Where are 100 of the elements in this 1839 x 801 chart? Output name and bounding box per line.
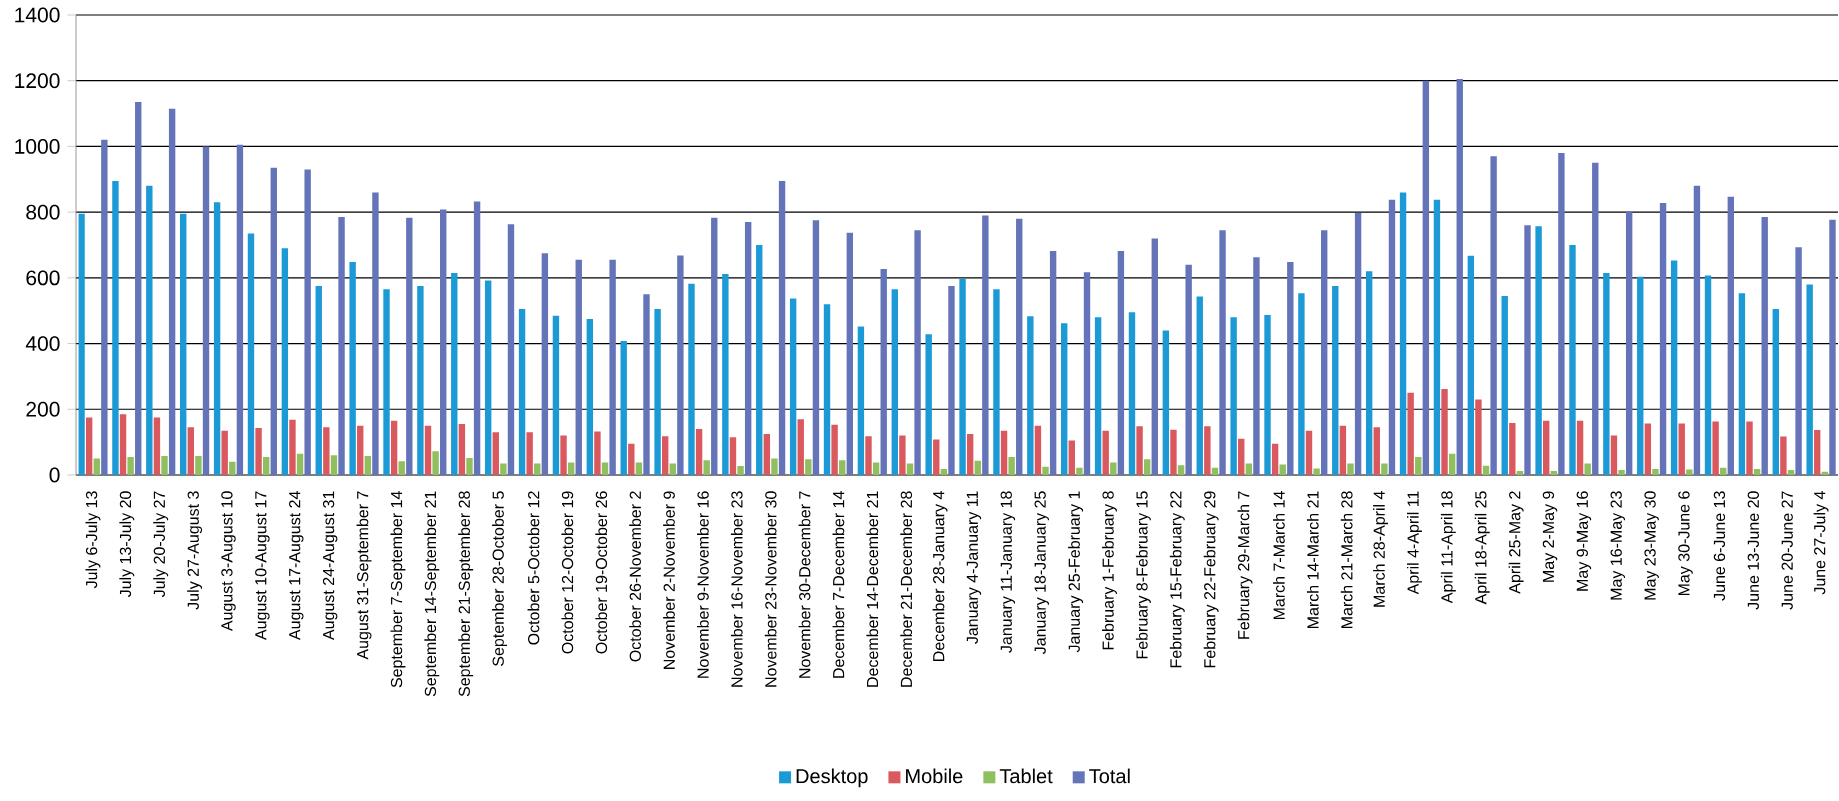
x-tick-label: January 18-January 25 xyxy=(1034,491,1049,654)
bar xyxy=(1128,312,1136,475)
bar xyxy=(1000,430,1008,475)
bar xyxy=(1365,271,1373,475)
x-tick-label: April 18-April 25 xyxy=(1474,491,1490,605)
bar xyxy=(168,108,176,475)
y-tick-label: 0 xyxy=(49,467,60,483)
x-tick-label: November 16-November 23 xyxy=(730,491,743,687)
x-tick-label: April 25-May 2 xyxy=(1508,491,1524,594)
bar xyxy=(1238,438,1245,475)
bar xyxy=(1652,469,1659,475)
x-tick-label: December 7-December 14 xyxy=(832,491,845,678)
bar xyxy=(688,283,695,475)
bar xyxy=(1610,435,1618,475)
bar xyxy=(1704,275,1712,475)
bar xyxy=(1738,293,1746,475)
bar xyxy=(1814,429,1821,475)
bar xyxy=(872,462,880,475)
legend-label: Desktop xyxy=(796,768,868,788)
bar xyxy=(390,420,398,475)
bar xyxy=(1746,421,1753,475)
x-tick-label: April 4-April 11 xyxy=(1406,491,1422,595)
y-tick-label: 200 xyxy=(26,401,60,417)
x-tick-label: May 2-May 9 xyxy=(1542,491,1558,582)
bar xyxy=(1618,470,1625,475)
bar xyxy=(1027,316,1034,475)
bar xyxy=(1245,463,1253,475)
bar xyxy=(213,202,221,475)
bar xyxy=(560,435,567,475)
bar xyxy=(78,213,85,475)
x-tick-label: June 6-June 13 xyxy=(1713,491,1726,601)
bar xyxy=(466,457,473,475)
bar xyxy=(1753,469,1761,475)
bar xyxy=(85,417,93,475)
bar xyxy=(484,280,492,475)
bar xyxy=(372,192,379,475)
bar xyxy=(1535,226,1542,475)
bar xyxy=(1279,464,1286,475)
x-tick-label: June 20-June 27 xyxy=(1781,491,1793,610)
bar xyxy=(1016,218,1023,475)
bar xyxy=(1196,296,1203,475)
bar xyxy=(1644,423,1652,475)
bar xyxy=(1678,423,1685,475)
bar xyxy=(153,417,161,475)
bar xyxy=(1305,430,1313,475)
bar xyxy=(812,220,820,475)
bar xyxy=(1475,399,1482,475)
bar xyxy=(349,262,356,475)
bar xyxy=(1456,79,1463,475)
bar xyxy=(1625,211,1633,475)
bar xyxy=(1061,323,1068,475)
bar xyxy=(1373,427,1380,475)
bar xyxy=(1332,286,1339,475)
bar xyxy=(1467,255,1475,475)
bar xyxy=(1787,470,1795,475)
bar xyxy=(586,318,594,475)
bar xyxy=(729,437,737,475)
x-tick-label: June 13-June 20 xyxy=(1747,491,1759,610)
legend-label: Total xyxy=(1089,768,1130,784)
bar xyxy=(357,425,364,475)
bar xyxy=(330,455,338,475)
x-tick-label: May 16-May 23 xyxy=(1610,491,1626,600)
bar xyxy=(255,428,262,475)
bar xyxy=(1151,238,1158,475)
y-tick-label: 600 xyxy=(26,270,60,286)
bar xyxy=(805,459,812,475)
x-tick-label: May 9-May 16 xyxy=(1576,491,1592,591)
x-tick-label: February 8-February 15 xyxy=(1135,491,1151,659)
bar xyxy=(899,435,906,475)
bar xyxy=(1727,196,1735,475)
bar xyxy=(1219,230,1226,475)
bar xyxy=(289,419,296,475)
bar xyxy=(906,463,914,475)
bar xyxy=(1693,185,1701,475)
bar xyxy=(195,455,202,475)
bar xyxy=(948,286,955,475)
bar xyxy=(458,424,466,475)
bar xyxy=(526,432,533,475)
x-tick-label: February 15-February 22 xyxy=(1169,491,1185,668)
bar xyxy=(1034,425,1042,475)
x-tick-label: July 20-July 27 xyxy=(153,491,169,598)
x-tick-label: April 11-April 18 xyxy=(1440,491,1456,604)
bar xyxy=(1136,426,1143,475)
bar xyxy=(609,259,616,475)
bar xyxy=(940,469,948,475)
bar xyxy=(594,431,601,475)
bar xyxy=(180,213,187,475)
bar xyxy=(541,253,549,475)
bar xyxy=(1162,330,1170,475)
bar xyxy=(1110,462,1117,475)
bar xyxy=(1795,247,1802,475)
bar xyxy=(1347,463,1354,475)
bar xyxy=(1592,162,1599,475)
bar xyxy=(119,414,127,475)
bar xyxy=(601,462,609,475)
x-tick-label: August 17-August 24 xyxy=(289,491,304,640)
bar xyxy=(440,209,447,475)
bar xyxy=(424,425,432,475)
legend-label: Tablet xyxy=(999,768,1053,784)
bar xyxy=(823,304,831,475)
